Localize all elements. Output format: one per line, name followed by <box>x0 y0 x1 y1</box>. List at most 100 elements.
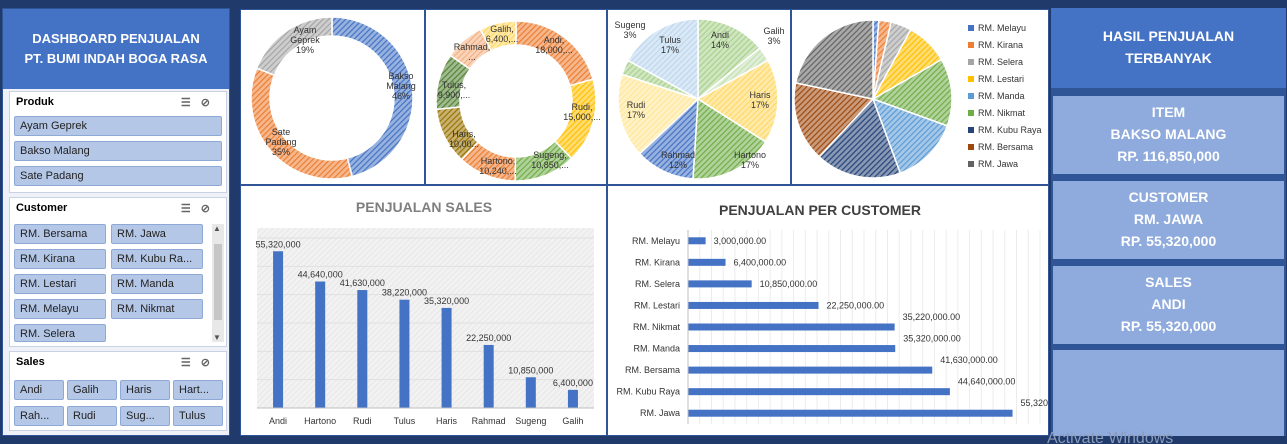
top-customer-card: CUSTOMER RM. JAWA RP. 55,320,000 <box>1053 181 1284 259</box>
tick-label: Rahmad <box>472 416 506 426</box>
bar <box>525 377 536 408</box>
top-sales-value: RP. 55,320,000 <box>1120 318 1217 334</box>
legend-swatch <box>968 25 974 31</box>
sales-pie-panel[interactable]: Andi 14% Galih 3% Haris 17% Hartono 17% Rahmad 12… <box>607 9 791 185</box>
tick-label: Galih <box>562 416 583 426</box>
sales-chip[interactable]: Rudi <box>67 406 117 426</box>
sales-chip[interactable]: Haris <box>120 380 170 400</box>
multi-select-icon[interactable]: ☰ <box>180 97 201 109</box>
produk-donut-panel[interactable]: Ayam Geprek 19% Bakso Malang 46% Sate Padang 35% <box>240 9 425 185</box>
clear-filter-icon[interactable]: ⊘ <box>200 97 220 109</box>
produk-chip[interactable]: Bakso Malang <box>14 141 222 161</box>
sales-chip[interactable]: Hart... <box>173 380 223 400</box>
plot-area <box>257 228 594 408</box>
data-label: 38,220,000 <box>382 288 427 298</box>
legend-entry: RM. Kubu Raya <box>978 125 1042 135</box>
legend-swatch <box>968 76 974 82</box>
pie-slice <box>692 97 767 180</box>
legend-entry: RM. Melayu <box>978 23 1026 33</box>
sales-chip[interactable]: Sug... <box>120 406 170 426</box>
pie-slice <box>250 67 354 180</box>
tick-label: RM. Jawa <box>640 408 680 418</box>
tick-label: Haris <box>436 416 458 426</box>
scroll-up-icon[interactable]: ▲ <box>213 224 221 233</box>
sales-bar-panel[interactable]: PENJUALAN SALES 55,320,000 Andi 44,640,000 H… <box>240 185 607 436</box>
customer-chip[interactable]: RM. Melayu <box>14 299 106 319</box>
tick-label: RM. Manda <box>633 344 680 354</box>
bar <box>688 301 819 309</box>
customer-chip[interactable]: RM. Bersama <box>14 224 106 244</box>
produk-chip[interactable]: Ayam Geprek <box>14 116 222 136</box>
tick-label: RM. Kubu Raya <box>616 387 680 397</box>
tick-label: Rudi <box>353 416 372 426</box>
pie-slice <box>871 58 953 127</box>
customer-slicer-header: Customer ☰⊘ <box>10 198 226 220</box>
donut-label: Rahmad,... <box>454 42 491 62</box>
multi-select-icon[interactable]: ☰ <box>180 203 201 215</box>
pie-slice <box>794 19 874 100</box>
customer-bar-panel[interactable]: PENJUALAN PER CUSTOMER RM. Melayu 3,000,00… <box>607 185 1078 436</box>
donut-label: Ayam Geprek 19% <box>290 25 320 55</box>
customer-chip[interactable]: RM. Selera <box>14 324 106 342</box>
sales-chip[interactable]: Galih <box>67 380 117 400</box>
tick-label: Sugeng <box>515 416 546 426</box>
bar <box>688 409 1013 417</box>
bar <box>399 299 410 408</box>
tick-label: RM. Kirana <box>635 257 680 267</box>
top-sales-card: SALES ANDI RP. 55,320,000 <box>1053 266 1284 344</box>
pie-label: Sugeng 3% <box>614 20 645 40</box>
pie-label: Hartono 17% <box>734 150 766 170</box>
scroll-down-icon[interactable]: ▼ <box>213 333 221 342</box>
scroll-thumb[interactable] <box>214 244 222 320</box>
customer-chip[interactable]: RM. Jawa <box>111 224 203 244</box>
bar <box>483 344 494 408</box>
data-label: 22,250,000 <box>466 333 511 343</box>
sales-slicer-title: Sales <box>16 356 45 368</box>
pie-label: Galih 3% <box>763 26 784 46</box>
customer-chip[interactable]: RM. Kubu Ra... <box>111 249 203 269</box>
sales-chip[interactable]: Andi <box>14 380 64 400</box>
legend-swatch <box>968 144 974 150</box>
sales-chip[interactable]: Tulus <box>173 406 223 426</box>
top-results-title: HASIL PENJUALAN TERBANYAK <box>1051 8 1286 88</box>
legend-entry: RM. Lestari <box>978 74 1024 84</box>
pie-slice <box>617 73 700 155</box>
top-results-panel: HASIL PENJUALAN TERBANYAK ITEM BAKSO MAL… <box>1051 8 1286 436</box>
pie-label: Haris 17% <box>749 90 771 110</box>
donut-label: Haris, 10,00... <box>449 129 479 149</box>
bar <box>688 366 933 374</box>
bar <box>567 389 578 408</box>
slicer-panel: DASHBOARD PENJUALAN PT. BUMI INDAH BOGA … <box>2 8 230 436</box>
customer-chip[interactable]: RM. Lestari <box>14 274 106 294</box>
customer-chip[interactable]: RM. Nikmat <box>111 299 203 319</box>
sales-donut-panel[interactable]: Andi, 18,000,... Rudi, 15,000,... Sugeng, 10,… <box>425 9 607 185</box>
produk-chip[interactable]: Sate Padang <box>14 166 222 186</box>
pie-slice <box>696 59 779 143</box>
tick-label: RM. Selera <box>635 279 680 289</box>
top-item-value: RP. 116,850,000 <box>1117 148 1220 164</box>
legend-swatch <box>968 93 974 99</box>
sales-chip[interactable]: Rah... <box>14 406 64 426</box>
data-label: 35,320,000.00 <box>903 334 961 344</box>
donut-label: Rudi, 15,000,... <box>563 102 601 122</box>
clear-filter-icon[interactable]: ⊘ <box>200 203 220 215</box>
donut-label: Bakso Malang 46% <box>386 71 416 101</box>
dashboard-title-line1: DASHBOARD PENJUALAN <box>32 31 200 46</box>
legend-swatch <box>968 127 974 133</box>
pie-slice <box>626 18 699 101</box>
clear-filter-icon[interactable]: ⊘ <box>200 357 220 369</box>
customer-pie-panel[interactable]: RM. Melayu RM. Kirana RM. Selera RM. Lestar… <box>791 9 1049 185</box>
customer-scrollbar[interactable]: ▲ ▼ <box>212 224 224 342</box>
customer-chip[interactable]: RM. Manda <box>111 274 203 294</box>
data-label: 41,630,000 <box>340 278 385 288</box>
bar <box>688 345 896 353</box>
pie-slice <box>697 18 761 101</box>
customer-chip[interactable]: RM. Kirana <box>14 249 106 269</box>
bar <box>315 281 326 408</box>
produk-slicer-title: Produk <box>16 96 54 108</box>
top-sales-name: ANDI <box>1151 296 1186 312</box>
data-label: 6,400,000.00 <box>734 257 787 267</box>
data-label: 41,630,000.00 <box>940 355 998 365</box>
multi-select-icon[interactable]: ☰ <box>180 357 201 369</box>
legend-entry: RM. Manda <box>978 91 1025 101</box>
